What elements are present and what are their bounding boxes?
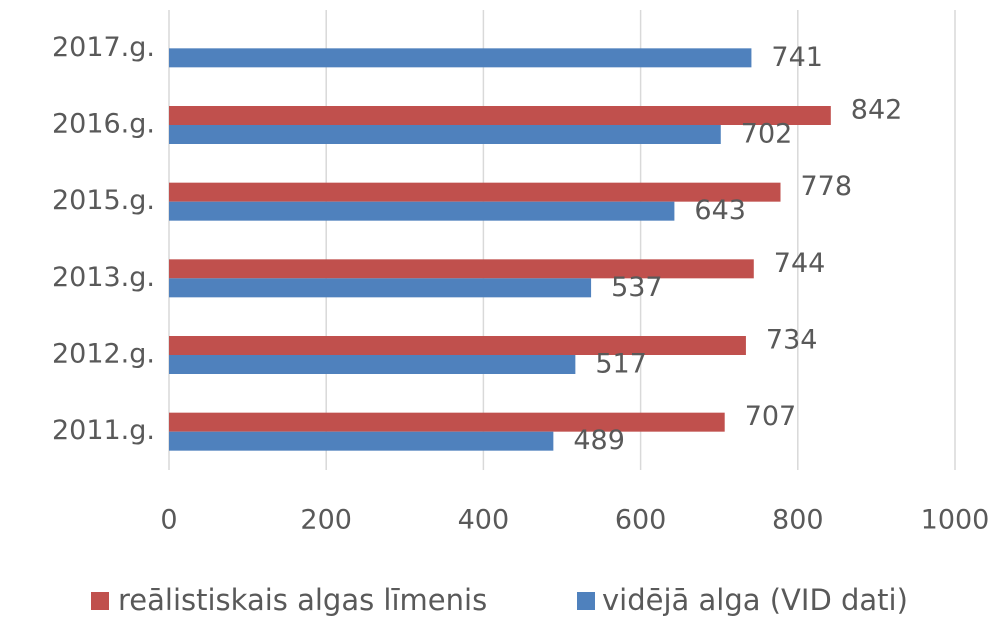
x-tick-label: 400 xyxy=(458,505,510,536)
y-tick-label: 2013.g. xyxy=(52,262,155,293)
bar xyxy=(169,106,831,125)
data-label: 702 xyxy=(741,119,793,150)
data-label: 517 xyxy=(595,349,647,380)
bar xyxy=(169,278,592,298)
legend-label: reālistiskais algas līmenis xyxy=(118,583,487,617)
data-label: 842 xyxy=(851,95,903,126)
bar xyxy=(169,336,746,355)
y-tick-label: 2015.g. xyxy=(52,185,155,216)
bar xyxy=(169,412,725,432)
x-tick-label: 800 xyxy=(772,505,824,536)
legend-swatch xyxy=(577,592,595,610)
data-label: 643 xyxy=(694,195,746,226)
legend-label: vidējā alga (VID dati) xyxy=(602,583,908,617)
bar xyxy=(169,182,781,202)
x-tick-label: 200 xyxy=(300,505,352,536)
data-label: 489 xyxy=(573,425,625,456)
data-label: 734 xyxy=(766,325,818,356)
y-tick-label: 2016.g. xyxy=(52,109,155,140)
bar xyxy=(169,259,754,279)
bar xyxy=(169,201,675,221)
x-tick-label: 600 xyxy=(615,505,667,536)
data-label: 778 xyxy=(801,171,853,202)
data-label: 537 xyxy=(611,272,663,303)
y-tick-label: 2017.g. xyxy=(52,32,155,63)
x-tick-label: 1000 xyxy=(921,505,990,536)
bar xyxy=(169,355,576,374)
bar xyxy=(169,125,721,144)
bar xyxy=(169,431,554,451)
y-tick-label: 2012.g. xyxy=(52,339,155,370)
legend-swatch xyxy=(91,592,109,610)
data-label: 744 xyxy=(774,248,826,279)
x-tick-label: 0 xyxy=(160,505,177,536)
data-label: 741 xyxy=(771,42,823,73)
data-label: 707 xyxy=(745,401,797,432)
bar xyxy=(169,48,752,68)
y-tick-label: 2011.g. xyxy=(52,415,155,446)
